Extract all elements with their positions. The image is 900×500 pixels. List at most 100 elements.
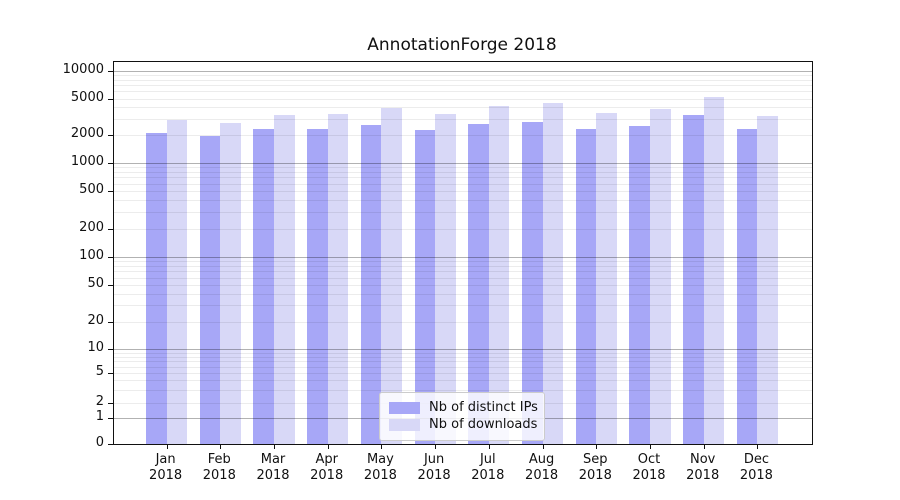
gridline-minor: [114, 293, 812, 295]
bar-ips-oct: [629, 126, 650, 444]
x-tick-label-year: 2018: [149, 468, 183, 483]
y-tick-mark: [108, 163, 113, 164]
x-tick-label-year: 2018: [202, 468, 236, 483]
x-tick-label-year: 2018: [256, 468, 290, 483]
gridline-minor: [114, 380, 812, 382]
chart-title: AnnotationForge 2018: [367, 35, 557, 55]
gridline-minor: [114, 85, 812, 87]
y-tick-mark: [108, 256, 113, 258]
bar-ips-aug: [522, 122, 543, 444]
bar-downloads-jul: [488, 105, 510, 444]
y-tick-mark: [108, 191, 113, 192]
gridline-minor: [114, 321, 812, 323]
x-tick-mark: [327, 444, 329, 449]
bar-downloads-mar: [274, 115, 295, 444]
x-tick-mark: [650, 444, 651, 449]
y-tick-label: 100: [79, 247, 104, 263]
x-tick-label: Jan 2018: [136, 452, 196, 484]
gridline-minor: [114, 356, 812, 358]
gridline-minor: [114, 265, 812, 267]
x-tick-label-month: Jun: [423, 452, 445, 467]
gridline-minor: [114, 352, 812, 354]
x-tick-mark: [435, 444, 437, 449]
gridline-minor: [114, 200, 812, 202]
x-tick-label-month: Feb: [207, 452, 231, 467]
y-tick-mark: [108, 285, 113, 286]
x-tick-label-month: Sep: [583, 452, 608, 467]
x-tick-label-year: 2018: [417, 468, 451, 483]
gridline-minor: [114, 305, 812, 307]
legend-label: Nb of distinct IPs: [429, 400, 538, 415]
bar-ips-mar: [253, 129, 274, 444]
y-tick-mark: [108, 373, 113, 374]
x-tick-label: Sep 2018: [565, 452, 625, 484]
gridline-minor: [114, 167, 812, 169]
x-tick-label: Jul 2018: [458, 452, 518, 484]
bar-downloads-apr: [327, 113, 349, 444]
x-tick-mark: [220, 444, 222, 449]
gridline-minor: [114, 373, 812, 374]
x-tick-label-month: Apr: [315, 452, 338, 467]
gridline-minor: [114, 98, 812, 100]
legend-swatch-downloads: [389, 418, 420, 431]
y-tick-label: 1: [95, 409, 104, 424]
y-tick-mark: [108, 403, 113, 404]
gridline-minor: [114, 271, 812, 273]
x-tick-label-year: 2018: [686, 468, 720, 483]
bar-ips-may: [360, 125, 382, 444]
legend: Nb of distinct IPs Nb of downloads: [379, 392, 545, 441]
x-tick-label: Aug 2018: [512, 452, 572, 484]
y-tick-label: 10000: [62, 62, 104, 77]
x-tick-mark: [488, 444, 490, 449]
y-tick-label: 2: [95, 394, 104, 409]
gridline-minor: [114, 118, 812, 120]
gridline-minor: [114, 135, 812, 136]
x-tick-mark: [757, 444, 759, 449]
gridline-minor: [114, 260, 812, 262]
y-tick-mark: [108, 98, 113, 100]
x-tick-label-month: Nov: [690, 452, 716, 467]
x-tick-label-year: 2018: [578, 468, 612, 483]
y-tick-label: 500: [79, 182, 104, 197]
legend-swatch-ips: [389, 401, 420, 414]
y-tick-label: 1000: [70, 154, 104, 169]
y-tick-label: 2000: [70, 126, 104, 141]
gridline-minor: [114, 277, 812, 279]
y-tick-label: 50: [87, 276, 104, 291]
y-tick-mark: [108, 349, 113, 350]
bar-ips-jan: [146, 133, 167, 444]
x-tick-label-year: 2018: [632, 468, 666, 483]
y-tick-label: 5: [95, 364, 104, 379]
x-tick-label-year: 2018: [525, 468, 559, 483]
gridline-minor: [114, 91, 812, 93]
bar-ips-dec: [736, 128, 758, 444]
plot-area: [108, 61, 813, 449]
bar-downloads-may: [381, 107, 402, 444]
gridline-minor: [114, 389, 812, 391]
bar-ips-jun: [414, 130, 436, 444]
x-tick-label-year: 2018: [310, 468, 344, 483]
bar-downloads-oct: [650, 108, 671, 444]
y-tick-mark: [108, 418, 113, 419]
x-tick-label: Feb 2018: [189, 452, 249, 484]
y-tick-label: 20: [87, 312, 104, 328]
bar-downloads-jan: [166, 119, 188, 444]
x-tick-label: Nov 2018: [673, 452, 733, 484]
gridline-minor: [114, 366, 812, 368]
x-tick-label: Mar 2018: [243, 452, 303, 484]
y-tick-label: 10: [87, 340, 104, 355]
y-tick-mark: [108, 444, 113, 445]
bar-ips-nov: [683, 114, 704, 444]
bar-downloads-aug: [542, 102, 564, 444]
x-tick-label: Apr 2018: [297, 452, 357, 484]
x-tick-label-month: Oct: [637, 452, 661, 467]
gridline-minor: [114, 107, 812, 109]
x-tick-mark: [542, 444, 544, 449]
gridline-major: [114, 71, 812, 72]
gridline-minor: [114, 172, 812, 173]
y-tick-label: 0: [95, 435, 104, 450]
gridline-major: [114, 256, 812, 258]
gridline-minor: [114, 361, 812, 363]
x-tick-label: Oct 2018: [619, 452, 679, 484]
